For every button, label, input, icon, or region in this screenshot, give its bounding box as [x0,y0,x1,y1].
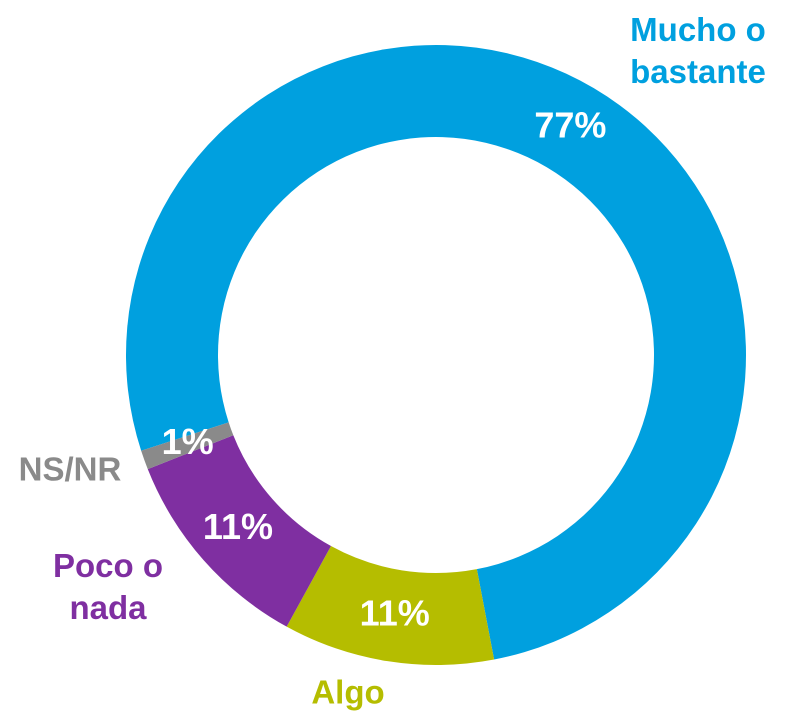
category-label: Poco o nada [53,547,163,626]
value-label: 11% [360,592,430,633]
category-label-line: Mucho o [630,11,766,48]
donut-segment [147,435,331,627]
donut-segment [126,45,747,660]
value-label: 77% [534,104,606,145]
category-label: NS/NR [19,451,122,488]
category-label: Algo [311,674,384,711]
category-label-line: nada [69,589,147,626]
value-label: 11% [203,506,273,547]
category-label-line: Poco o [53,547,163,584]
category-label-line: bastante [630,53,766,90]
donut-segment [286,546,495,665]
donut-segment [141,422,234,470]
category-label: Mucho o bastante [630,11,766,90]
value-label: 1% [162,421,214,462]
